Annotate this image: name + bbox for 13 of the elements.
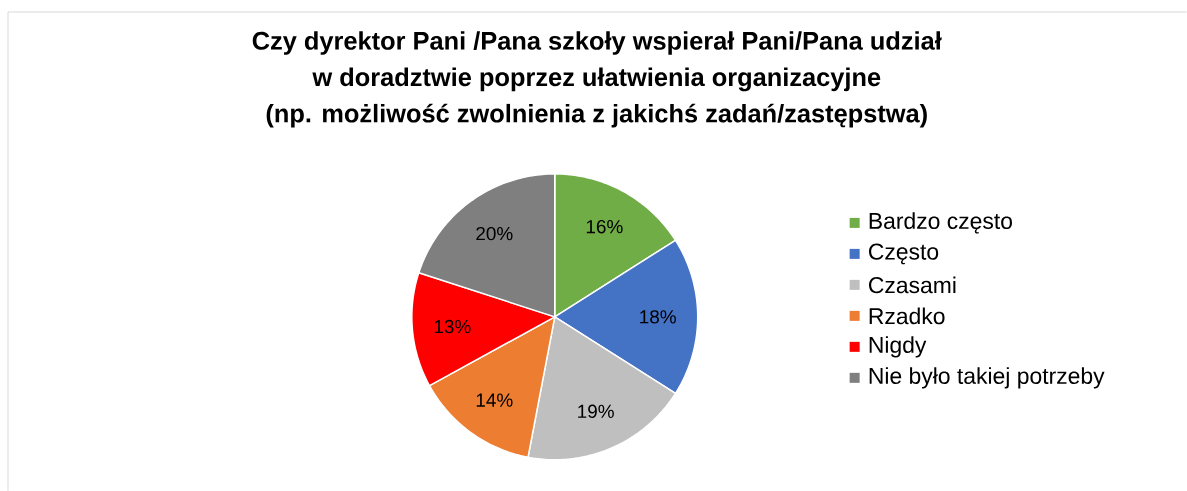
chart-title: Czy dyrektor Pani /Pana szkoły wspierał Pani/Pana udział w doradztwie poprzez ułatwienia organizacyjne (np. możliwość zwolnienia z jakichś zadań/zastępstwa) xyxy=(252,31,942,128)
legend-label: Często xyxy=(868,243,939,265)
data-label: 19% xyxy=(578,404,614,418)
legend-label: Nigdy xyxy=(869,336,927,358)
legend-label: Nie było takiej potrzeby xyxy=(869,367,1105,389)
legend-label: Rzadko xyxy=(869,307,945,325)
data-label: 13% xyxy=(434,319,471,334)
data-label: 18% xyxy=(640,310,676,324)
legend-label: Bardzo często xyxy=(869,212,1012,234)
data-label: 20% xyxy=(476,226,513,241)
data-label: 14% xyxy=(476,393,513,407)
legend-label: Czasami xyxy=(868,276,956,294)
data-label: 16% xyxy=(586,219,623,234)
